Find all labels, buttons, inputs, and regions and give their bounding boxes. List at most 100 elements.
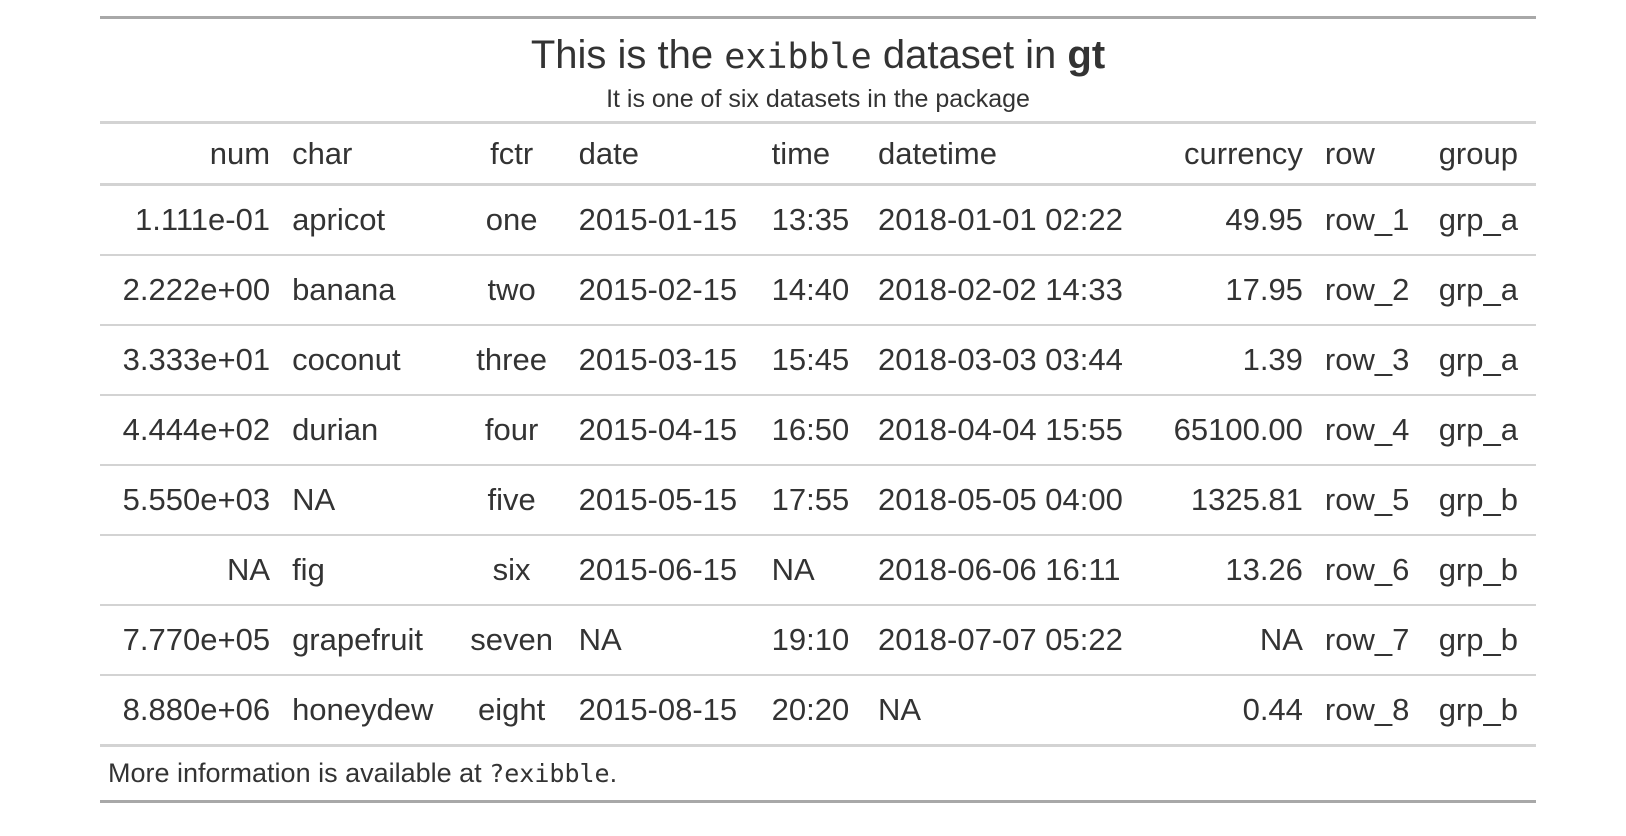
cell-num: 5.550e+03	[100, 464, 282, 535]
cell-time: 15:45	[760, 324, 868, 395]
cell-char: apricot	[292, 202, 386, 237]
column-header-time: time	[760, 122, 868, 186]
column-header-currency: currency	[1152, 122, 1314, 186]
cell-currency: NA	[1152, 604, 1314, 675]
title-middle: dataset in	[871, 33, 1068, 77]
cell-currency: 13.26	[1152, 534, 1314, 605]
cell-group: grp_b	[1427, 604, 1536, 675]
cell-currency: 17.95	[1152, 254, 1314, 325]
title-prefix: This is the	[530, 33, 725, 77]
table-row: 4.444e+02 durian four 2015-04-15 16:50 2018-0…	[100, 394, 1536, 465]
cell-num: 4.444e+02	[100, 394, 282, 465]
column-header-group: group	[1427, 122, 1536, 186]
table-row: 2.222e+00 banana two 2015-02-15 14:40 2018-02…	[100, 254, 1536, 325]
cell-row: row_5	[1313, 464, 1428, 535]
cell-group: grp_b	[1427, 464, 1536, 535]
cell-date: 2015-04-15	[567, 394, 761, 465]
table-row: 1.111e-01 apricot one 2015-01-15 13:35 2018-0…	[100, 185, 1536, 256]
cell-num: 1.111e-01	[135, 202, 271, 237]
cell-char: banana	[281, 254, 456, 325]
cell-char: honeydew	[281, 674, 456, 746]
cell-datetime: 2018-06-06 16:11	[867, 534, 1153, 605]
cell-row: row_6	[1313, 534, 1428, 605]
table-footnote: More information is available at ?exibbl…	[100, 744, 1536, 802]
cell-row: row_2	[1313, 254, 1428, 325]
cell-date: 2015-02-15	[567, 254, 761, 325]
cell-currency: 1325.81	[1152, 464, 1314, 535]
cell-date: 2015-03-15	[567, 324, 761, 395]
cell-group: grp_a	[1438, 202, 1518, 237]
table-subtitle: It is one of six datasets in the package	[606, 85, 1030, 113]
cell-fctr: eight	[455, 674, 568, 746]
footnote-help-code: ?exibble	[489, 759, 610, 788]
cell-datetime: 2018-03-03 03:44	[867, 324, 1153, 395]
cell-num: 2.222e+00	[100, 254, 282, 325]
column-header-fctr: fctr	[455, 122, 568, 186]
cell-group: grp_a	[1427, 324, 1536, 395]
cell-datetime: 2018-01-01 02:22	[878, 202, 1123, 237]
cell-fctr: two	[455, 254, 568, 325]
cell-time: 14:40	[760, 254, 868, 325]
cell-num: 3.333e+01	[100, 324, 282, 395]
column-header-row: row	[1313, 122, 1428, 186]
table-row: 5.550e+03 NA five 2015-05-15 17:55 2018-05-05…	[100, 464, 1536, 535]
cell-time: 17:55	[760, 464, 868, 535]
cell-date: 2015-05-15	[567, 464, 761, 535]
column-header-num: num	[100, 122, 282, 186]
cell-time: 20:20	[760, 674, 868, 746]
cell-currency: 1.39	[1152, 324, 1314, 395]
cell-currency: 65100.00	[1152, 394, 1314, 465]
cell-char: grapefruit	[281, 604, 456, 675]
cell-fctr: one	[485, 202, 538, 237]
gt-table-container: This is the exibble dataset in gt It is …	[100, 16, 1536, 803]
cell-fctr: six	[455, 534, 568, 605]
cell-time: NA	[760, 534, 868, 605]
column-header-date: date	[567, 122, 761, 186]
cell-datetime: NA	[867, 674, 1153, 746]
table-row: NA fig six 2015-06-15 NA 2018-06-06 16:11 13.2…	[100, 534, 1536, 605]
cell-currency: 49.95	[1225, 202, 1303, 237]
footnote-prefix: More information is available at	[108, 758, 490, 788]
title-dataset-code: exibble	[724, 37, 872, 77]
column-header-char: char	[281, 122, 456, 186]
cell-datetime: 2018-04-04 15:55	[867, 394, 1153, 465]
cell-fctr: five	[455, 464, 568, 535]
cell-row: row_4	[1313, 394, 1428, 465]
cell-row: row_1	[1324, 202, 1410, 237]
cell-row: row_3	[1313, 324, 1428, 395]
table-heading: This is the exibble dataset in gt It is …	[100, 17, 1536, 124]
table-row: 8.880e+06 honeydew eight 2015-08-15 20:20 NA 0…	[100, 674, 1536, 746]
cell-group: grp_b	[1427, 674, 1536, 746]
cell-time: 16:50	[760, 394, 868, 465]
cell-group: grp_b	[1427, 534, 1536, 605]
cell-fctr: four	[455, 394, 568, 465]
cell-group: grp_a	[1427, 254, 1536, 325]
column-header-datetime: datetime	[867, 122, 1153, 186]
cell-date: 2015-01-15	[578, 202, 738, 237]
cell-row: row_8	[1313, 674, 1428, 746]
table-row: 7.770e+05 grapefruit seven NA 19:10 2018-07-0…	[100, 604, 1536, 675]
cell-date: NA	[567, 604, 761, 675]
cell-num: 8.880e+06	[100, 674, 282, 746]
cell-group: grp_a	[1427, 394, 1536, 465]
cell-time: 13:35	[771, 202, 850, 237]
cell-num: NA	[100, 534, 282, 605]
cell-char: NA	[281, 464, 456, 535]
cell-datetime: 2018-07-07 05:22	[867, 604, 1153, 675]
table-heading-row: This is the exibble dataset in gt It is …	[100, 17, 1536, 124]
column-header-row: num char fctr date time datetime currency row gr…	[100, 122, 1536, 186]
title-package-name: gt	[1067, 33, 1106, 77]
cell-date: 2015-06-15	[567, 534, 761, 605]
cell-fctr: seven	[455, 604, 568, 675]
cell-currency: 0.44	[1152, 674, 1314, 746]
cell-num: 7.770e+05	[100, 604, 282, 675]
cell-row: row_7	[1313, 604, 1428, 675]
cell-char: fig	[281, 534, 456, 605]
cell-char: durian	[281, 394, 456, 465]
table-footnote-row: More information is available at ?exibbl…	[100, 744, 1536, 802]
cell-time: 19:10	[760, 604, 868, 675]
cell-datetime: 2018-05-05 04:00	[867, 464, 1153, 535]
cell-char: coconut	[281, 324, 456, 395]
cell-fctr: three	[455, 324, 568, 395]
table-title: This is the exibble dataset in gt	[100, 19, 1536, 77]
